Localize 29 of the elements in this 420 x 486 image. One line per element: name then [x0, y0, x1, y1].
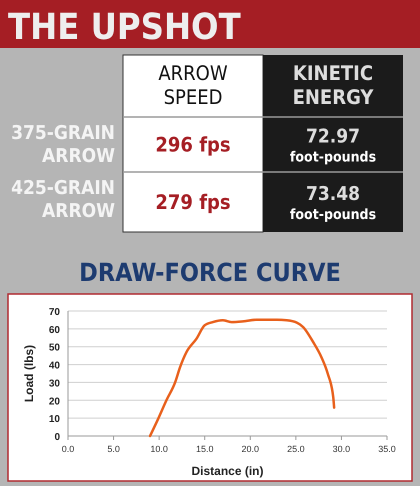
y-tick-label: 60: [48, 324, 60, 336]
text: THE UPSHOT: [8, 7, 241, 48]
y-tick-label: 70: [48, 307, 60, 318]
y-tick-label: 50: [48, 342, 60, 354]
category-label: 425-GRAIN ARROW: [11, 177, 115, 222]
y-tick-label: 30: [48, 378, 60, 390]
text: 73.48 foot-pounds: [290, 183, 376, 223]
line-series: [148, 318, 336, 438]
y-axis-title: Load (lbs): [22, 344, 36, 402]
category-label: ARROW SPEED: [158, 61, 228, 109]
x-tick-label: 0.0: [62, 444, 74, 454]
category-label: 375-GRAIN ARROW: [11, 122, 115, 167]
y-tick-label: 20: [48, 396, 60, 408]
y-tick-label: 10: [48, 414, 60, 426]
x-tick-label: 20.0: [242, 444, 260, 454]
text: 279 fps: [155, 190, 231, 214]
x-axis-title: Distance (in): [191, 464, 264, 478]
y-tick-label: 0: [54, 432, 60, 443]
text: 296 fps: [155, 132, 231, 156]
x-tick-label: 25.0: [287, 444, 305, 454]
x-tick-label: 10.0: [150, 444, 168, 454]
x-tick-label: 15.0: [196, 444, 214, 454]
x-tick-label: 30.0: [332, 444, 350, 454]
text: 72.97 foot-pounds: [290, 126, 376, 166]
x-tick-label: 5.0: [107, 444, 120, 454]
y-tick-label: 40: [48, 360, 60, 372]
category-label: KINETIC ENERGY: [292, 61, 374, 109]
chart-title: DRAW-FORCE CURVE: [79, 258, 341, 287]
x-tick-label: 35.0: [378, 444, 396, 454]
